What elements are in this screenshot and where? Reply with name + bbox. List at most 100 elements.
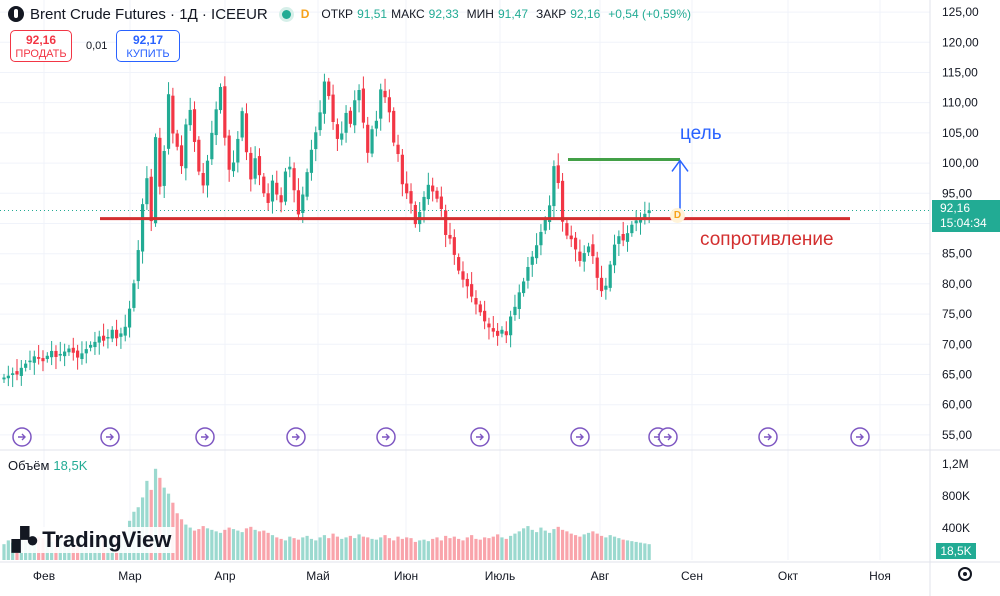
sell-button[interactable]: 92,16 ПРОДАТЬ bbox=[10, 30, 72, 62]
event-arrow-icon bbox=[856, 433, 864, 441]
volume-bar bbox=[478, 539, 482, 560]
volume-bar bbox=[591, 531, 595, 560]
volume-bar bbox=[586, 532, 591, 560]
candle-body bbox=[58, 353, 62, 356]
volume-bar bbox=[552, 529, 556, 560]
candle-body bbox=[625, 233, 630, 242]
symbol-icon[interactable] bbox=[8, 6, 24, 22]
candle-body bbox=[149, 176, 153, 222]
volume-bar bbox=[452, 536, 456, 560]
volume-bar bbox=[422, 539, 426, 560]
volume-bar bbox=[283, 540, 288, 560]
candle-body bbox=[279, 195, 283, 203]
candle-body bbox=[383, 90, 387, 98]
candle-body bbox=[634, 220, 638, 224]
candle-body bbox=[80, 353, 84, 360]
volume-bar bbox=[179, 519, 184, 560]
candle-body bbox=[153, 137, 158, 224]
settings-gear-icon[interactable] bbox=[958, 567, 972, 581]
y-tick-label: 120,00 bbox=[942, 35, 979, 49]
candle-body bbox=[487, 323, 491, 328]
volume-bar bbox=[539, 527, 543, 560]
volume-bar bbox=[638, 542, 643, 560]
candle-body bbox=[474, 298, 478, 305]
candle-body bbox=[101, 335, 106, 341]
candle-body bbox=[205, 160, 210, 186]
candle-body bbox=[431, 185, 435, 192]
candle-body bbox=[426, 184, 430, 200]
candle-body bbox=[509, 316, 513, 336]
candle-body bbox=[218, 86, 223, 111]
event-arrow-icon bbox=[292, 433, 300, 441]
dividend-marker[interactable]: D bbox=[670, 208, 685, 223]
volume-bar bbox=[361, 536, 365, 560]
volume-bar bbox=[327, 538, 331, 560]
y-tick-label: 55,00 bbox=[942, 428, 972, 442]
open-label: ОТКР bbox=[321, 7, 354, 21]
candle-body bbox=[179, 145, 184, 167]
volume-bar bbox=[569, 533, 573, 560]
candle-body bbox=[322, 81, 327, 114]
dividend-badge[interactable]: D bbox=[300, 7, 310, 21]
candle-body bbox=[162, 151, 166, 186]
volume-bar bbox=[275, 537, 279, 560]
candle-body bbox=[318, 112, 322, 131]
close-label: ЗАКР bbox=[536, 7, 567, 21]
candle-body bbox=[309, 149, 314, 173]
candle-body bbox=[513, 306, 517, 316]
candle-body bbox=[305, 172, 309, 197]
y-tick-label: 105,00 bbox=[942, 126, 979, 140]
volume-bar bbox=[153, 468, 158, 560]
candle-body bbox=[344, 112, 348, 133]
y-tick-label: 80,00 bbox=[942, 277, 972, 291]
candle-body bbox=[643, 213, 647, 219]
candle-body bbox=[32, 356, 36, 363]
last-price-tag: 92,16 15:04:34 bbox=[932, 200, 1000, 232]
candle-body bbox=[71, 347, 75, 353]
target-annotation[interactable]: цель bbox=[680, 123, 722, 144]
volume-bar bbox=[383, 535, 387, 560]
x-tick-label: Июль bbox=[485, 569, 516, 583]
volume-bar bbox=[578, 536, 582, 560]
candle-body bbox=[400, 154, 404, 185]
candle-body bbox=[50, 350, 54, 358]
symbol-title[interactable]: Brent Crude Futures · 1Д · ICEEUR bbox=[30, 5, 268, 23]
candle-body bbox=[283, 171, 288, 202]
candle-body bbox=[63, 351, 67, 357]
volume-bar bbox=[396, 536, 400, 560]
volume-bar bbox=[366, 537, 370, 560]
candle-body bbox=[556, 165, 560, 184]
volume-bar bbox=[309, 538, 314, 560]
volume-bar bbox=[625, 540, 630, 560]
volume-bar bbox=[296, 539, 301, 560]
x-tick-label: Окт bbox=[778, 569, 799, 583]
candle-body bbox=[496, 330, 500, 336]
y-tick-label: 100,00 bbox=[942, 156, 979, 170]
volume-bar bbox=[357, 534, 361, 560]
candle-body bbox=[586, 246, 591, 253]
buy-button[interactable]: 92,17 КУПИТЬ bbox=[116, 30, 180, 62]
candle-body bbox=[93, 341, 97, 348]
candle-body bbox=[253, 158, 257, 179]
volume-bar bbox=[6, 540, 10, 560]
candle-body bbox=[19, 367, 23, 376]
candle-body bbox=[15, 371, 19, 375]
volume-bar bbox=[379, 537, 383, 560]
resistance-annotation[interactable]: сопротивление bbox=[700, 229, 834, 250]
volume-bar bbox=[608, 535, 612, 560]
volume-bar bbox=[487, 538, 491, 560]
candle-body bbox=[392, 110, 396, 143]
candle-body bbox=[76, 350, 80, 358]
volume-bar bbox=[634, 541, 638, 560]
y-tick-label: 75,00 bbox=[942, 307, 972, 321]
tradingview-logo[interactable]: ▞● TradingView bbox=[12, 527, 176, 553]
candle-body bbox=[612, 244, 617, 266]
volume-bar bbox=[556, 526, 560, 560]
candle-body bbox=[249, 152, 253, 180]
candle-body bbox=[357, 90, 361, 101]
candle-body bbox=[45, 355, 49, 360]
candle-body bbox=[84, 349, 88, 354]
candle-body bbox=[439, 196, 443, 209]
low-value: 91,47 bbox=[497, 7, 528, 21]
